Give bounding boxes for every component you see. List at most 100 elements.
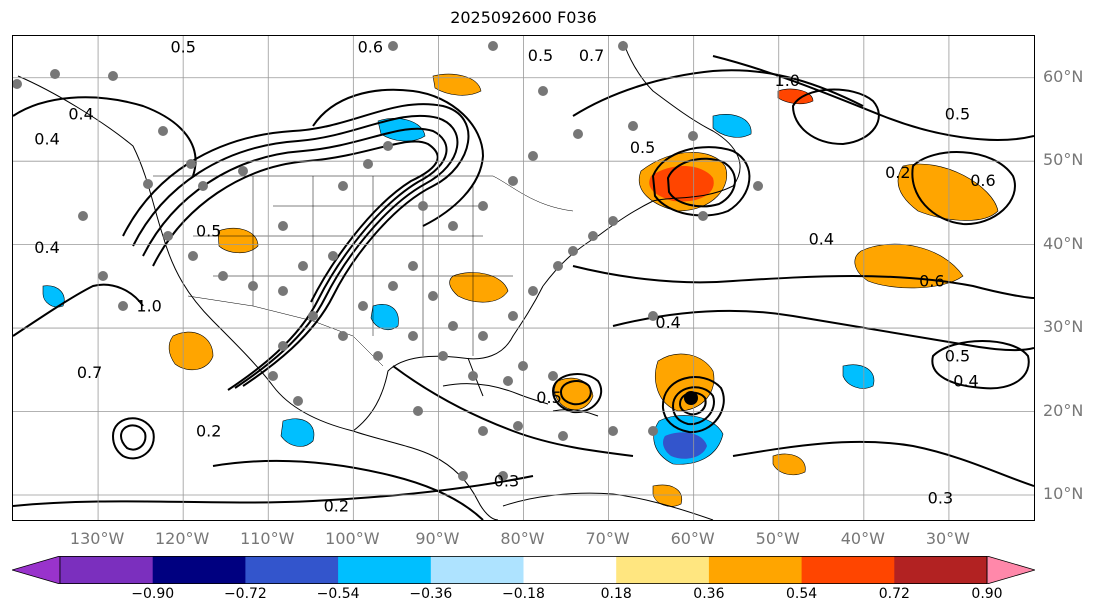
contour-label: 1.0 [136, 296, 161, 315]
shade-blue-central [370, 304, 399, 330]
contour-atlantic-3 [712, 55, 1034, 141]
shade-orange-north [432, 73, 482, 96]
coast-east [542, 185, 734, 287]
contour-carib-low-2 [559, 380, 592, 406]
colorbar-tick-label: 0.54 [786, 586, 818, 602]
shade-blue-labrador [712, 114, 752, 138]
coastlines [17, 40, 741, 520]
coast-gulf [352, 285, 544, 432]
contour-label: 0.5 [170, 38, 195, 57]
contour-west-2 [13, 283, 144, 337]
lon-label: 30°W [925, 529, 970, 548]
colorbar-tick-label: 0.18 [600, 586, 632, 602]
shade-orange-plains [217, 227, 259, 254]
lat-label: 20°N [1043, 400, 1084, 420]
border-states-1 [252, 176, 474, 356]
shade-orange-south-atlantic [772, 453, 806, 476]
lat-label: 60°N [1043, 66, 1084, 86]
contour-label: 0.4 [809, 230, 834, 249]
shade-blue-pacific [280, 418, 315, 447]
colorbar-bin [152, 556, 246, 584]
shade-red-newfoundland [649, 166, 714, 202]
shaded-areas [42, 73, 999, 507]
shade-blue-west [42, 285, 65, 308]
colorbar-tick-label: −0.90 [131, 586, 175, 602]
lat-lon-gridlines [13, 36, 1034, 520]
contour-east-ring [931, 340, 1030, 390]
coast-hispaniola [552, 409, 599, 417]
lon-label: 100°W [325, 529, 380, 548]
contour-high-east-2 [911, 151, 1016, 226]
contour-label: 0.3 [494, 472, 519, 491]
colorbar-tick-label: −0.18 [502, 586, 545, 602]
contour-north-1 [572, 69, 864, 117]
shade-orange-gulf [449, 272, 509, 303]
contour-pacific-low-1 [111, 417, 155, 460]
contour-label: 0.5 [945, 104, 970, 123]
map-title: 2025092600 F036 [450, 8, 597, 27]
contour-high-east [791, 88, 880, 146]
colorbar-bin [60, 556, 154, 584]
border-us-canada [153, 175, 574, 212]
lat-label: 10°N [1043, 483, 1084, 503]
colorbar-outline [59, 556, 988, 584]
contour-mid-1 [392, 365, 634, 457]
lon-label: 110°W [240, 529, 295, 548]
contour-jet-3 [142, 127, 448, 391]
contour-carib-low-1 [551, 373, 603, 414]
coast-south-america [502, 492, 714, 520]
lon-label: 60°W [670, 529, 715, 548]
contour-hurricane-1 [671, 386, 715, 426]
lon-label: 40°W [840, 529, 885, 548]
contour-low-ne [651, 146, 751, 217]
contour-jet-4 [152, 140, 439, 303]
contour-jet-1 [122, 103, 470, 387]
lon-label: 70°W [585, 529, 630, 548]
contour-label: 0.6 [919, 271, 944, 290]
contour-label: 0.3 [928, 488, 953, 507]
colorbar-tick-label: −0.54 [316, 586, 360, 602]
colorbar-bin [616, 556, 710, 584]
coast-labrador [622, 40, 741, 187]
contour-label: 0.2 [324, 497, 349, 516]
lon-label: 120°W [154, 529, 210, 548]
shade-orange-sa [652, 484, 683, 507]
colorbar-extend-min [12, 556, 61, 584]
contour-jet-2 [132, 114, 459, 389]
lon-label: 80°W [500, 529, 545, 548]
contour-label: 1.0 [775, 71, 800, 90]
contour-label: 0.5 [528, 46, 553, 65]
lat-label: 50°N [1043, 150, 1084, 170]
shade-red-north [777, 88, 814, 105]
contour-label: 0.4 [34, 129, 59, 148]
contour-low-ne-2 [666, 157, 736, 208]
contour-label: 0.5 [945, 346, 970, 365]
political-borders [153, 175, 574, 367]
lon-label: 90°W [415, 529, 460, 548]
coast-west [17, 75, 354, 432]
contour-label: 0.4 [953, 371, 978, 390]
colorbar-tick-label: 0.72 [878, 586, 910, 602]
shade-indigo-hurricane [663, 432, 707, 459]
coast-central-america [352, 430, 499, 520]
map-canvas: 0.5 0.6 0.5 0.7 1.0 0.5 0.4 0.4 0.5 0.2 0.6 0.5 0.4 0… [13, 36, 1034, 520]
colorbar-bin [430, 556, 524, 584]
shade-orange-hurricane [655, 353, 715, 412]
contour-label: 0.6 [358, 38, 383, 57]
hurricane-center-marker [684, 391, 698, 405]
contour-south-2 [732, 440, 1034, 487]
colorbar-tick-label: −0.36 [409, 586, 453, 602]
observation-points [13, 41, 763, 481]
colorbar-extend-max [986, 556, 1035, 584]
contours [13, 55, 1034, 520]
lat-label: 30°N [1043, 317, 1084, 337]
contour-atlantic-1 [572, 265, 1034, 299]
colorbar-tick-label: −0.72 [223, 586, 267, 602]
contour-label: 0.4 [655, 313, 680, 332]
contour-hurricane-3 [661, 376, 725, 434]
colorbar-bin [338, 556, 432, 584]
coast-cuba [442, 383, 549, 405]
contour-label: 0.6 [970, 171, 995, 190]
contour-pacific-low-2 [119, 424, 147, 451]
map-panel[interactable]: 0.5 0.6 0.5 0.7 1.0 0.5 0.4 0.4 0.5 0.2 0.6 0.5 0.4 0… [12, 35, 1035, 521]
